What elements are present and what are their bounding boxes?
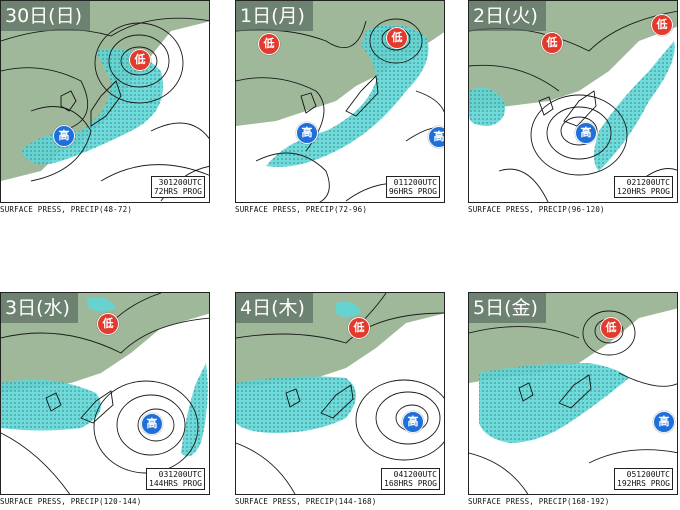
stamp-time: 041200UTC bbox=[393, 470, 437, 479]
map-caption: SURFACE PRESS, PRECIP(120-144) bbox=[0, 497, 142, 506]
coastline bbox=[518, 374, 592, 409]
low-pressure-marker: 低 bbox=[129, 49, 151, 71]
map-panel-5: 4日(木) 低 高 041200UTC 168HRS PROG SURFACE … bbox=[235, 292, 445, 506]
high-pressure-marker: 高 bbox=[402, 411, 424, 433]
high-pressure-marker: 高 bbox=[53, 125, 75, 147]
day-label: 5日(金) bbox=[469, 293, 546, 323]
day-label: 30日(日) bbox=[1, 1, 91, 31]
coastline bbox=[45, 390, 114, 424]
isobars bbox=[469, 310, 677, 494]
coastline bbox=[538, 90, 597, 127]
precip-dots bbox=[469, 87, 505, 126]
low-pressure-marker: 低 bbox=[386, 27, 408, 49]
map-graphic bbox=[236, 1, 444, 202]
map-caption: SURFACE PRESS, PRECIP(168-192) bbox=[468, 497, 610, 506]
map-caption: SURFACE PRESS, PRECIP(144-168) bbox=[235, 497, 377, 506]
stamp-time: 011200UTC bbox=[393, 178, 437, 187]
map-graphic bbox=[469, 293, 677, 494]
low-pressure-marker: 低 bbox=[651, 14, 673, 36]
stamp-time: 051200UTC bbox=[626, 470, 670, 479]
precip-dots bbox=[236, 376, 356, 433]
day-label: 4日(木) bbox=[236, 293, 313, 323]
stamp-time: 021200UTC bbox=[626, 178, 670, 187]
precip-dots bbox=[479, 363, 629, 443]
map-graphic bbox=[1, 1, 209, 202]
map-panel-2: 1日(月) 低 低 高 高 011200UTC 96HRS PROG SURFA… bbox=[235, 0, 445, 214]
forecast-stamp: 041200UTC 168HRS PROG bbox=[381, 468, 440, 490]
low-pressure-marker: 低 bbox=[541, 32, 563, 54]
low-pressure-marker: 低 bbox=[97, 313, 119, 335]
forecast-stamp: 031200UTC 144HRS PROG bbox=[146, 468, 205, 490]
map-area: 5日(金) 低 高 051200UTC 192HRS PROG bbox=[468, 292, 678, 495]
map-area: 30日(日) 低 高 301200UTC 72HRS PROG bbox=[0, 0, 210, 203]
high-pressure-marker: 高 bbox=[296, 122, 318, 144]
map-caption: SURFACE PRESS, PRECIP(48-72) bbox=[0, 205, 133, 214]
low-pressure-marker: 低 bbox=[258, 33, 280, 55]
coastline bbox=[300, 75, 379, 117]
stamp-prog: 96HRS PROG bbox=[388, 187, 437, 196]
precip-dots bbox=[594, 41, 675, 171]
low-pressure-marker: 低 bbox=[348, 317, 370, 339]
low-pressure-marker: 低 bbox=[600, 317, 622, 339]
precip-area bbox=[336, 301, 361, 317]
high-pressure-marker: 高 bbox=[428, 126, 444, 148]
map-panel-6: 5日(金) 低 高 051200UTC 192HRS PROG SURFACE … bbox=[468, 292, 678, 506]
stamp-prog: 192HRS PROG bbox=[617, 479, 670, 488]
map-graphic bbox=[236, 293, 444, 494]
day-label: 3日(水) bbox=[1, 293, 78, 323]
stamp-time: 031200UTC bbox=[158, 470, 202, 479]
map-area: 2日(火) 低 低 高 021200UTC 120HRS PROG bbox=[468, 0, 678, 203]
map-area: 4日(木) 低 高 041200UTC 168HRS PROG bbox=[235, 292, 445, 495]
map-area: 1日(月) 低 低 高 高 011200UTC 96HRS PROG bbox=[235, 0, 445, 203]
map-caption: SURFACE PRESS, PRECIP(72-96) bbox=[235, 205, 368, 214]
precip-dots bbox=[1, 379, 101, 431]
precip-area bbox=[86, 296, 116, 312]
high-pressure-marker: 高 bbox=[653, 411, 675, 433]
forecast-stamp: 051200UTC 192HRS PROG bbox=[614, 468, 673, 490]
coastline bbox=[285, 384, 354, 419]
stamp-time: 301200UTC bbox=[158, 178, 202, 187]
forecast-stamp: 021200UTC 120HRS PROG bbox=[614, 176, 673, 198]
day-label: 1日(月) bbox=[236, 1, 313, 31]
stamp-prog: 120HRS PROG bbox=[617, 187, 670, 196]
map-panel-1: 30日(日) 低 高 301200UTC 72HRS PROG SURFACE … bbox=[0, 0, 210, 214]
high-pressure-marker: 高 bbox=[141, 413, 163, 435]
stamp-prog: 144HRS PROG bbox=[149, 479, 202, 488]
map-caption: SURFACE PRESS, PRECIP(96-120) bbox=[468, 205, 605, 214]
forecast-stamp: 011200UTC 96HRS PROG bbox=[385, 176, 440, 198]
precip-dots bbox=[266, 24, 429, 168]
stamp-prog: 168HRS PROG bbox=[384, 479, 437, 488]
map-panel-3: 2日(火) 低 低 高 021200UTC 120HRS PROG SURFAC… bbox=[468, 0, 678, 214]
day-label: 2日(火) bbox=[469, 1, 546, 31]
map-area: 3日(水) 低 高 031200UTC 144HRS PROG bbox=[0, 292, 210, 495]
map-graphic bbox=[469, 1, 677, 202]
stamp-prog: 72HRS PROG bbox=[153, 187, 202, 196]
coastline bbox=[60, 80, 122, 127]
map-panel-4: 3日(水) 低 高 031200UTC 144HRS PROG SURFACE … bbox=[0, 292, 210, 506]
high-pressure-marker: 高 bbox=[575, 122, 597, 144]
forecast-stamp: 301200UTC 72HRS PROG bbox=[150, 176, 205, 198]
